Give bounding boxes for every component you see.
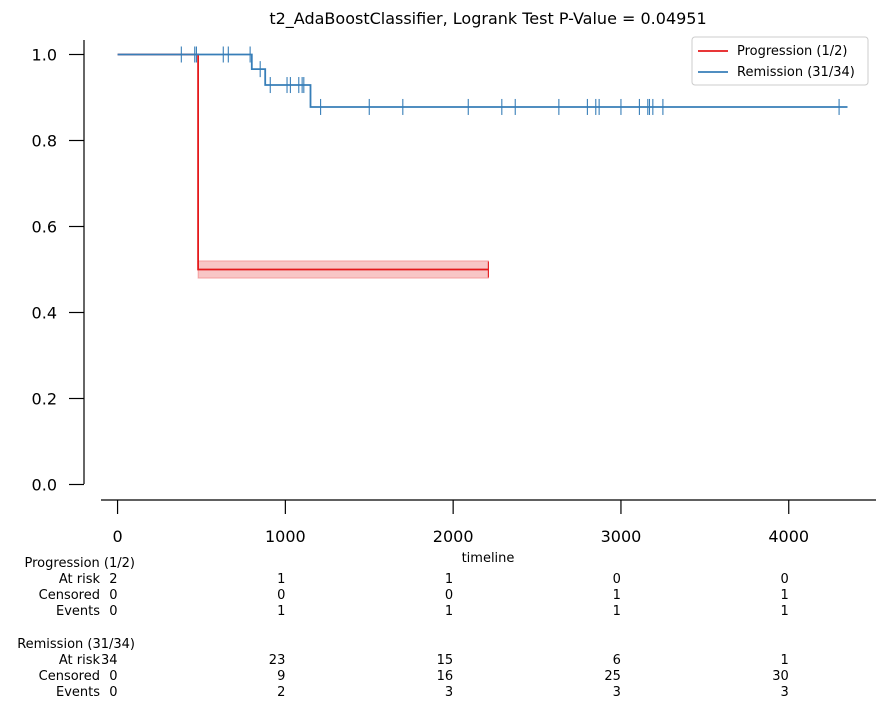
x-tick-label: 0 xyxy=(112,527,122,546)
legend: Progression (1/2) Remission (31/34) xyxy=(691,36,869,86)
table-cell: 25 xyxy=(604,669,621,684)
table-cell: 34 xyxy=(101,653,118,668)
table-row-label: Censored xyxy=(39,588,100,603)
table-cell: 2 xyxy=(277,685,285,700)
y-tick-label: 0.2 xyxy=(32,390,57,409)
table-cell: 0 xyxy=(613,572,621,587)
axes xyxy=(83,40,876,501)
y-tick-label: 0.6 xyxy=(32,218,57,237)
table-cell: 0 xyxy=(780,572,788,587)
table-cell: 9 xyxy=(277,669,285,684)
x-tick-label: 3000 xyxy=(601,527,642,546)
legend-frame xyxy=(691,36,869,86)
y-tick-label: 1.0 xyxy=(32,46,57,65)
table-cell: 3 xyxy=(780,685,788,700)
table-cell: 16 xyxy=(437,669,454,684)
x-tick-label: 2000 xyxy=(433,527,474,546)
survival-curve-1 xyxy=(117,53,848,108)
table-cell: 30 xyxy=(772,669,789,684)
x-axis-label: timeline xyxy=(462,551,515,566)
table-cell: 1 xyxy=(780,588,788,603)
table-row-label: Events xyxy=(56,685,100,700)
table-cell: 1 xyxy=(780,604,788,619)
table-cell: 6 xyxy=(613,653,621,668)
legend-label-remission: Remission (31/34) xyxy=(737,65,855,80)
table-cell: 1 xyxy=(277,604,285,619)
table-row-label: Events xyxy=(56,604,100,619)
table-cell: 2 xyxy=(109,572,117,587)
table-row-label: Censored xyxy=(39,669,100,684)
legend-label-progression: Progression (1/2) xyxy=(737,44,847,59)
censor-marks xyxy=(180,46,840,278)
x-tick-label: 1000 xyxy=(265,527,306,546)
y-tick-label: 0.4 xyxy=(32,304,57,323)
x-tick-label: 4000 xyxy=(768,527,809,546)
table-cell: 3 xyxy=(613,685,621,700)
y-tick-label: 0.0 xyxy=(32,476,57,495)
table-cell: 1 xyxy=(780,653,788,668)
y-ticks: 0.0 0.2 0.4 0.6 0.8 1.0 xyxy=(32,46,84,495)
table-cell: 23 xyxy=(269,653,286,668)
table-cell: 0 xyxy=(109,604,117,619)
table-cell: 0 xyxy=(445,588,453,603)
chart-title: t2_AdaBoostClassifier, Logrank Test P-Va… xyxy=(269,9,706,29)
table-cell: 0 xyxy=(109,669,117,684)
table-cell: 1 xyxy=(445,572,453,587)
table-cell: 3 xyxy=(445,685,453,700)
table-cell: 15 xyxy=(437,653,454,668)
table-cell: 1 xyxy=(277,572,285,587)
table-cell: 0 xyxy=(109,588,117,603)
table-group-header: Progression (1/2) xyxy=(25,556,135,571)
survival-curves xyxy=(117,53,848,271)
table-group-header: Remission (31/34) xyxy=(17,637,135,652)
table-cell: 0 xyxy=(109,685,117,700)
survival-curve-0 xyxy=(117,53,489,271)
table-row-label: At risk xyxy=(59,572,101,587)
x-ticks: 0 1000 2000 3000 4000 xyxy=(112,500,809,546)
table-cell: 1 xyxy=(613,588,621,603)
table-cell: 1 xyxy=(445,604,453,619)
table-row-label: At risk xyxy=(59,653,101,668)
y-tick-label: 0.8 xyxy=(32,132,57,151)
table-cell: 0 xyxy=(277,588,285,603)
table-cell: 1 xyxy=(613,604,621,619)
